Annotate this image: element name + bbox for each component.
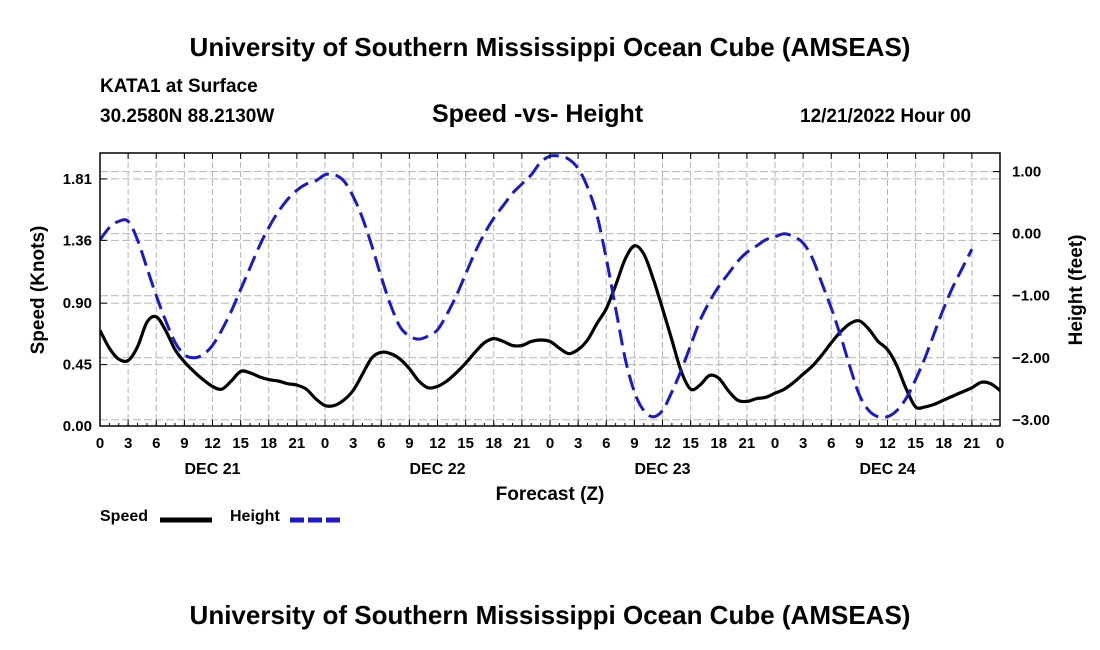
x-tick-label: 9 <box>855 435 863 452</box>
x-tick-label: 0 <box>996 435 1004 452</box>
y-right-tick-label: 1.00 <box>1012 164 1041 181</box>
legend-height-label: Height <box>230 508 280 525</box>
x-day-label: DEC 22 <box>409 461 465 478</box>
y-right-tick-label: −1.00 <box>1012 288 1050 305</box>
x-tick-label: 21 <box>964 435 981 452</box>
x-tick-label: 9 <box>630 435 638 452</box>
chart-title: Speed -vs- Height <box>432 100 644 128</box>
x-tick-label: 6 <box>377 435 385 452</box>
x-tick-label: 21 <box>739 435 756 452</box>
x-tick-label: 15 <box>457 435 474 452</box>
y-left-tick-label: 1.81 <box>63 171 92 188</box>
series-line-height <box>100 154 974 419</box>
x-tick-label: 3 <box>799 435 807 452</box>
x-tick-label: 18 <box>260 435 277 452</box>
y-right-tick-label: −2.00 <box>1012 350 1050 367</box>
page-title: University of Southern Mississippi Ocean… <box>189 32 911 62</box>
x-axis-title: Forecast (Z) <box>496 484 605 505</box>
x-tick-label: 3 <box>124 435 132 452</box>
station-label: KATA1 at Surface <box>100 76 258 97</box>
x-tick-label: 15 <box>907 435 924 452</box>
forecast-date: 12/21/2022 Hour 00 <box>800 106 972 127</box>
y-axis-left-title: Speed (Knots) <box>28 226 49 355</box>
x-tick-label: 9 <box>180 435 188 452</box>
x-tick-label: 15 <box>682 435 699 452</box>
y-right-tick-label: −3.00 <box>1012 412 1050 429</box>
x-tick-label: 6 <box>827 435 835 452</box>
series-line-speed <box>100 244 1000 410</box>
x-tick-label: 12 <box>879 435 896 452</box>
x-tick-label: 3 <box>349 435 357 452</box>
x-tick-label: 6 <box>152 435 160 452</box>
plot-frame <box>99 152 1001 427</box>
x-tick-label: 12 <box>429 435 446 452</box>
series-layer <box>100 154 1000 419</box>
grid-lines <box>100 153 1000 426</box>
x-tick-label: 18 <box>710 435 727 452</box>
x-tick-label: 18 <box>935 435 952 452</box>
x-tick-label: 21 <box>289 435 306 452</box>
station-coordinates: 30.2580N 88.2130W <box>100 106 275 127</box>
axes <box>99 152 1001 427</box>
legend-speed-label: Speed <box>100 508 149 525</box>
y-left-tick-label: 1.36 <box>63 232 92 249</box>
y-left-tick-label: 0.90 <box>63 295 92 312</box>
x-tick-label: 0 <box>321 435 329 452</box>
x-day-label: DEC 21 <box>184 461 240 478</box>
x-tick-label: 9 <box>405 435 413 452</box>
x-tick-label: 0 <box>96 435 104 452</box>
y-left-tick-label: 0.00 <box>63 418 92 435</box>
x-tick-label: 3 <box>574 435 582 452</box>
x-tick-label: 15 <box>232 435 249 452</box>
x-tick-label: 18 <box>485 435 502 452</box>
x-tick-label: 0 <box>771 435 779 452</box>
x-day-label: DEC 23 <box>634 461 690 478</box>
footer-title: University of Southern Mississippi Ocean… <box>189 600 911 630</box>
x-tick-label: 6 <box>602 435 610 452</box>
tick-labels: 0 3 6 9 12 15 18 21 0 3 6 9 12 15 18 21 0 3 6 9 12 15 18 21 0 3 6 9… <box>63 164 1050 478</box>
x-tick-label: 12 <box>654 435 671 452</box>
x-tick-label: 0 <box>546 435 554 452</box>
x-tick-label: 12 <box>204 435 221 452</box>
y-axis-right-title: Height (feet) <box>1066 235 1087 346</box>
y-right-tick-label: 0.00 <box>1012 226 1041 243</box>
y-left-tick-label: 0.45 <box>63 357 92 374</box>
x-tick-label: 21 <box>514 435 531 452</box>
x-day-label: DEC 24 <box>859 461 915 478</box>
